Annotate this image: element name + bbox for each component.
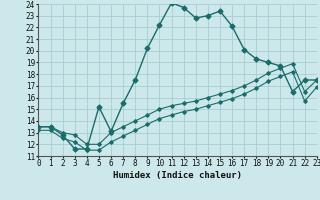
X-axis label: Humidex (Indice chaleur): Humidex (Indice chaleur) <box>113 171 242 180</box>
